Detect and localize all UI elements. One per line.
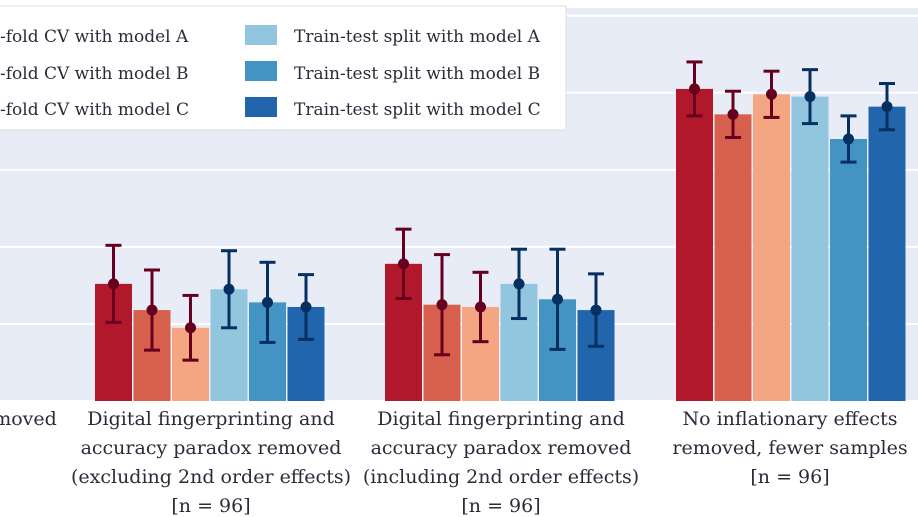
legend-swatch-tt-b — [245, 61, 277, 81]
category-label-line: Digital fingerprinting and — [377, 408, 624, 430]
category-label-line: (excluding 2nd order effects) — [71, 466, 351, 488]
bar — [753, 94, 790, 402]
mean-marker — [475, 301, 486, 313]
mean-marker — [108, 278, 119, 290]
category-labels: moved Digital fingerprinting and accuracy … — [0, 408, 908, 517]
mean-marker — [804, 91, 816, 103]
legend: -fold CV with model A -fold CV with mode… — [0, 5, 567, 131]
bar — [830, 139, 867, 401]
mean-marker — [223, 283, 235, 295]
category-label-line: (including 2nd order effects) — [363, 466, 639, 488]
error-bars — [105, 60, 895, 362]
legend-swatch-tt-c — [245, 97, 277, 117]
mean-marker — [689, 83, 700, 95]
mean-marker — [881, 101, 893, 113]
legend-label-cv-b: -fold CV with model B — [0, 64, 189, 84]
mean-marker — [727, 108, 739, 120]
category-label-line: No inflationary effects — [682, 408, 897, 430]
legend-label-cv-c: -fold CV with model C — [0, 100, 189, 120]
legend-label-tt-b: Train-test split with model B — [294, 64, 540, 84]
mean-marker — [300, 301, 312, 313]
category-label-line: removed, fewer samples — [672, 437, 907, 459]
mean-marker — [766, 88, 777, 100]
mean-marker — [146, 304, 158, 316]
bars — [95, 88, 906, 402]
category-label-line: Digital fingerprinting and — [87, 408, 334, 430]
mean-marker — [590, 304, 602, 316]
category-label-line: moved — [0, 408, 57, 430]
mean-marker — [436, 299, 448, 311]
mean-marker — [552, 293, 563, 305]
mean-marker — [398, 258, 409, 270]
category-label-line: [n = 96] — [171, 495, 250, 517]
category-label-line: accuracy paradox removed — [81, 437, 342, 459]
bar — [868, 106, 906, 402]
mean-marker — [843, 133, 854, 145]
mean-marker — [513, 278, 525, 290]
category-label-line: [n = 96] — [461, 495, 540, 517]
mean-marker — [262, 296, 273, 308]
legend-swatch-tt-a — [245, 25, 277, 45]
legend-box — [0, 5, 567, 131]
mean-marker — [185, 322, 196, 334]
bar — [676, 88, 713, 401]
category-label-line: accuracy paradox removed — [371, 437, 632, 459]
category-label-line: [n = 96] — [750, 466, 829, 488]
legend-label-cv-a: -fold CV with model A — [0, 27, 189, 47]
bar — [791, 96, 829, 401]
bar — [714, 114, 752, 401]
legend-label-tt-a: Train-test split with model A — [294, 27, 541, 47]
legend-label-tt-c: Train-test split with model C — [294, 100, 541, 120]
